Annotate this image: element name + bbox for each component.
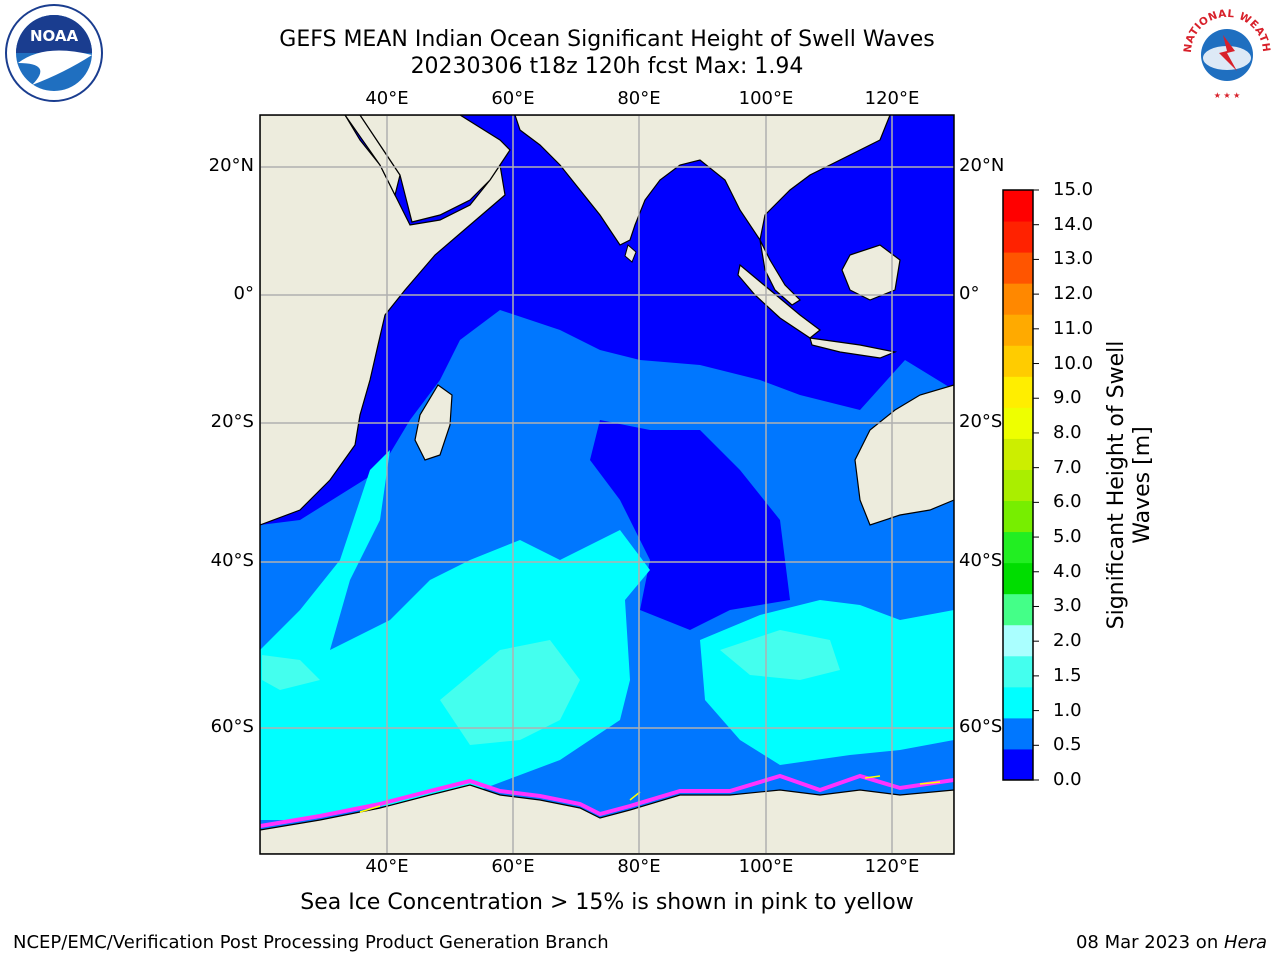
colorbar-segment [1003,717,1033,750]
colorbar-segment [1003,593,1033,626]
map-gridlines [260,115,954,854]
colorbar-frame [1002,189,1034,781]
lat-tick-right-40s: 40°S [959,550,1003,571]
colorbar-tick-label: 0.0 [1053,769,1082,790]
lon-tick-bottom-40e: 40°E [365,856,409,877]
colorbar-segment [1003,314,1033,346]
chart-subtitle: 20230306 t18z 120h fcst Max: 1.94 [410,54,804,79]
lat-tick-left-0: 0° [233,283,254,304]
noaa-logo-text: NOAA [30,27,79,45]
land-australia [854,384,954,526]
colorbar-tick-label: 0.5 [1053,734,1082,756]
colorbar-segment [1003,469,1033,502]
swell-band-low-north [260,115,954,525]
nws-logo: NATIONAL WEATHER SERVICE ★ ★ ★ [1177,3,1275,101]
colorbar-tick-label: 4.0 [1053,560,1082,582]
land-sri-lanka [624,244,637,263]
colorbar-title-line1: Significant Height of Swell [1104,340,1129,630]
swell-band-low-central [590,420,790,630]
colorbar-tick-label: 11.0 [1053,317,1094,339]
colorbar-segment [1003,500,1033,533]
lon-tick-bottom-100e: 100°E [738,856,794,877]
colorbar-segment [1003,407,1033,439]
colorbar-segment [1003,531,1033,564]
colorbar-tick-label: 10.0 [1053,352,1094,374]
colorbar-tick-label: 14.0 [1053,213,1094,235]
footer-date: 08 Mar 2023 on Hera [1076,932,1267,953]
svg-text:★ ★ ★: ★ ★ ★ [1214,91,1241,100]
colorbar-segment [1003,221,1033,253]
lat-tick-right-20n: 20°N [959,155,1005,176]
colorbar-segment [1003,748,1033,781]
colorbar-tick-label: 13.0 [1053,248,1094,270]
colorbar-tick-label: 9.0 [1053,387,1082,409]
lon-tick-bottom-120e: 120°E [864,856,920,877]
lon-tick-top-120e: 120°E [864,88,920,109]
noaa-logo: NOAA [5,4,103,102]
footer-credit: NCEP/EMC/Verification Post Processing Pr… [13,932,609,953]
colorbar [1002,189,1039,781]
colorbar-segment [1003,345,1033,377]
colorbar-tick-label: 6.0 [1053,491,1082,513]
colorbar-title: Significant Height of Swell Waves [m] [1104,285,1156,685]
footer-host: Hera [1223,932,1267,953]
sea-ice-edge-yellow [359,775,941,813]
colorbar-segment [1003,562,1033,595]
colorbar-segment [1003,252,1033,284]
chart-title: GEFS MEAN Indian Ocean Significant Heigh… [279,27,935,52]
colorbar-segment [1003,655,1033,688]
land-india-asia [514,115,891,246]
lat-tick-right-0: 0° [959,283,980,304]
swell-band-high-patch-3 [262,655,320,690]
colorbar-segment [1003,190,1033,222]
colorbar-segment [1003,686,1033,719]
lon-tick-top-100e: 100°E [738,88,794,109]
lat-tick-left-20n: 20°N [208,155,254,176]
lat-tick-left-40s: 40°S [210,550,254,571]
colorbar-segment [1003,283,1033,315]
swell-band-high-patch-1 [440,640,580,745]
colorbar-segment [1003,438,1033,470]
lat-tick-left-20s: 20°S [210,411,254,432]
sea-ice-edge [260,773,954,828]
lat-tick-right-60s: 60°S [959,716,1003,737]
land-antarctica [260,784,954,854]
colorbar-tick-label: 5.0 [1053,526,1082,548]
colorbar-tick-label: 15.0 [1053,179,1094,200]
colorbar-tick-label: 12.0 [1053,283,1094,305]
lat-tick-right-20s: 20°S [959,411,1003,432]
colorbar-tick-label: 1.5 [1053,664,1082,686]
land-arabia [359,115,511,223]
map-frame [259,114,955,855]
lat-tick-left-60s: 60°S [210,716,254,737]
footer-date-text: 08 Mar 2023 on [1075,932,1224,953]
lon-tick-top-80e: 80°E [617,88,661,109]
colorbar-tick-label: 2.0 [1053,630,1082,652]
lon-tick-top-40e: 40°E [365,88,409,109]
colorbar-title-line2: Waves [m] [1130,426,1155,544]
colorbar-tick-label: 1.0 [1053,699,1082,721]
lon-tick-bottom-60e: 60°E [491,856,535,877]
colorbar-segment [1003,624,1033,657]
lon-tick-bottom-80e: 80°E [617,856,661,877]
lon-tick-top-60e: 60°E [491,88,535,109]
colorbar-tick-label: 7.0 [1053,456,1082,478]
colorbar-segment [1003,376,1033,408]
colorbar-tick-label: 3.0 [1053,595,1082,617]
sea-ice-note: Sea Ice Concentration > 15% is shown in … [300,890,914,915]
swell-band-high-patch-2 [720,630,840,680]
land-java [809,337,898,359]
colorbar-tick-label: 8.0 [1053,421,1082,443]
